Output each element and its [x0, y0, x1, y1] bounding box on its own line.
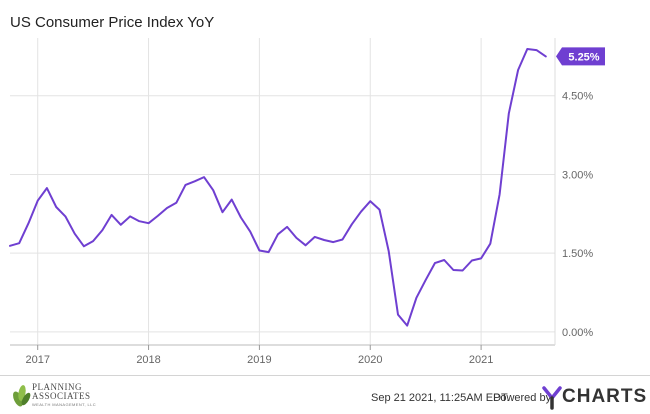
- y-tick-label-1: 1.50%: [562, 248, 593, 260]
- y-tick-label-0: 0.00%: [562, 327, 593, 339]
- ycharts-wordmark: CHARTS: [562, 386, 648, 407]
- x-tick-label-2019: 2019: [247, 354, 271, 366]
- last-value-badge: [556, 47, 605, 66]
- x-tick-label-2018: 2018: [136, 354, 160, 366]
- powered-by-label: Powered by: [493, 392, 552, 404]
- ycharts-logo[interactable]: CHARTS: [542, 384, 646, 410]
- x-tick-label-2017: 2017: [25, 354, 49, 366]
- x-axis-ticks: 2017 2018 2019 2020 2021: [25, 345, 493, 366]
- last-value-label: 5.25%: [568, 51, 599, 63]
- timestamp: Sep 21 2021, 11:25AM EDT.: [371, 392, 510, 404]
- ycharts-y-icon: [542, 386, 562, 410]
- planning-associates-logo[interactable]: PLANNING ASSOCIATES WEALTH MANAGEMENT, L…: [10, 379, 120, 411]
- last-value-marker: 5.25%: [556, 47, 605, 66]
- x-tick-label-2021: 2021: [469, 354, 493, 366]
- x-tick-label-2020: 2020: [358, 354, 382, 366]
- cpi-series-line[interactable]: [9, 48, 547, 327]
- line-chart: 2017 2018 2019 2020 2021 0.00% 1.50% 3.00% 4.50…: [9, 38, 605, 366]
- planning-associates-leaf-icon: [13, 385, 31, 407]
- horizontal-grid: [10, 38, 556, 346]
- y-axis-ticks: 0.00% 1.50% 3.00% 4.50%: [562, 91, 593, 339]
- footer: PLANNING ASSOCIATES WEALTH MANAGEMENT, L…: [0, 375, 650, 414]
- chart-title: US Consumer Price Index YoY: [10, 14, 215, 31]
- vertical-grid: [37, 38, 482, 345]
- y-tick-label-3: 4.50%: [562, 91, 593, 103]
- y-tick-label-2: 3.00%: [562, 169, 593, 181]
- logo-name: PLANNING ASSOCIATES: [32, 382, 91, 401]
- logo-tagline: WEALTH MANAGEMENT, LLC: [32, 402, 97, 407]
